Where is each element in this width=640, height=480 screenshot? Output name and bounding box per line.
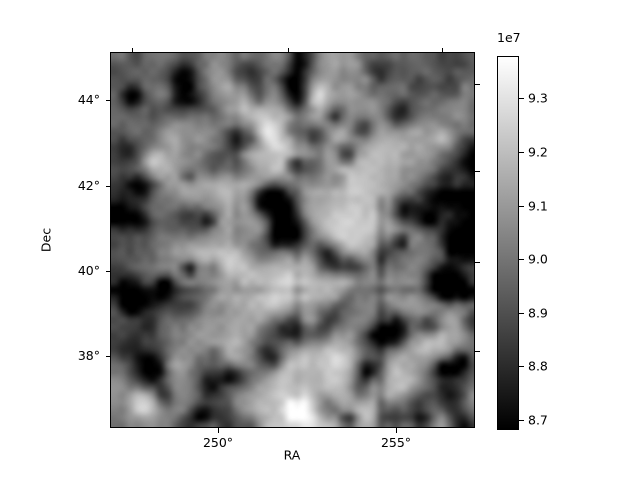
ytick-label-38: 38° <box>77 347 100 363</box>
colorbar-tick-label-9.1: 9.1 <box>528 198 548 214</box>
colorbar-tick-mark-9.2 <box>519 152 524 154</box>
colorbar-tick-label-9.0: 9.0 <box>528 251 548 267</box>
xtick-mark-250 <box>218 428 220 433</box>
sky-image-axes[interactable] <box>110 52 475 428</box>
ytick-mark-38 <box>105 356 110 358</box>
right-tick-mark-2 <box>475 171 480 173</box>
xtick-label-255: 255° <box>380 435 412 450</box>
colorbar-tick-mark-8.9 <box>519 313 524 315</box>
colorbar-tick-label-8.9: 8.9 <box>528 305 548 321</box>
y-axis-label: Dec <box>38 227 54 253</box>
colorbar-tick-mark-8.7 <box>519 420 524 422</box>
xtick-mark-255 <box>396 428 398 433</box>
colorbar-tick-label-9.2: 9.2 <box>528 144 548 160</box>
colorbar[interactable] <box>497 56 519 430</box>
xtick-label-250: 250° <box>202 435 234 450</box>
sky-image <box>111 53 474 427</box>
ytick-label-44: 44° <box>77 91 100 107</box>
colorbar-tick-mark-9.0 <box>519 259 524 261</box>
colorbar-tick-label-8.7: 8.7 <box>528 412 548 428</box>
colorbar-tick-mark-8.8 <box>519 366 524 368</box>
x-axis-label: RA <box>283 447 301 463</box>
colorbar-tick-label-8.8: 8.8 <box>528 358 548 374</box>
right-tick-mark-3 <box>475 262 480 264</box>
ytick-mark-42 <box>105 186 110 188</box>
colorbar-tick-mark-9.1 <box>519 206 524 208</box>
ytick-label-42: 42° <box>77 177 100 193</box>
top-tick-mark-3 <box>442 47 444 52</box>
colorbar-offset-label: 1e7 <box>497 30 521 45</box>
top-tick-mark-1 <box>132 47 134 52</box>
right-tick-mark-4 <box>475 351 480 353</box>
colorbar-tick-mark-9.3 <box>519 98 524 100</box>
ytick-label-40: 40° <box>77 262 100 278</box>
ytick-mark-40 <box>105 271 110 273</box>
right-tick-mark-1 <box>475 84 480 86</box>
top-tick-mark-2 <box>288 47 290 52</box>
ytick-mark-44 <box>105 100 110 102</box>
colorbar-tick-label-9.3: 9.3 <box>528 90 548 106</box>
